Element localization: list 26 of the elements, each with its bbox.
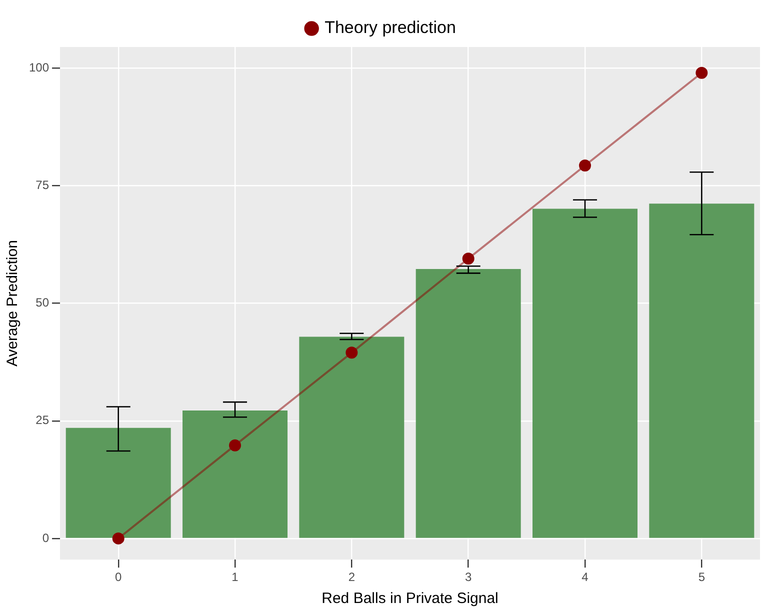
point: [696, 66, 708, 79]
point: [462, 252, 474, 265]
y-tick-label: 75: [36, 178, 50, 192]
y-tick-label: 100: [28, 60, 50, 74]
bar: [66, 428, 171, 538]
x-axis-title: Red Balls in Private Signal: [322, 590, 498, 608]
bar: [532, 208, 638, 538]
bar: [649, 204, 754, 538]
point: [112, 532, 124, 544]
bar: [299, 336, 404, 538]
y-tick-label: 25: [36, 413, 50, 428]
y-tick-label: 0: [42, 530, 50, 545]
point: [346, 346, 358, 359]
x-tick-label: 5: [698, 570, 706, 584]
y-tick-label: 50: [36, 296, 50, 310]
x-tick-label: 3: [465, 570, 472, 584]
bar: [182, 410, 288, 538]
x-tick-label: 1: [232, 570, 239, 584]
y-axis-title: Average Prediction: [4, 240, 22, 367]
x-tick-label: 0: [115, 570, 122, 584]
point: [229, 439, 242, 452]
legend-label: Theory prediction: [324, 18, 456, 38]
point: [579, 160, 592, 172]
x-tick-label: 2: [348, 570, 356, 584]
bar: [416, 268, 521, 538]
x-tick-label: 4: [582, 570, 589, 584]
